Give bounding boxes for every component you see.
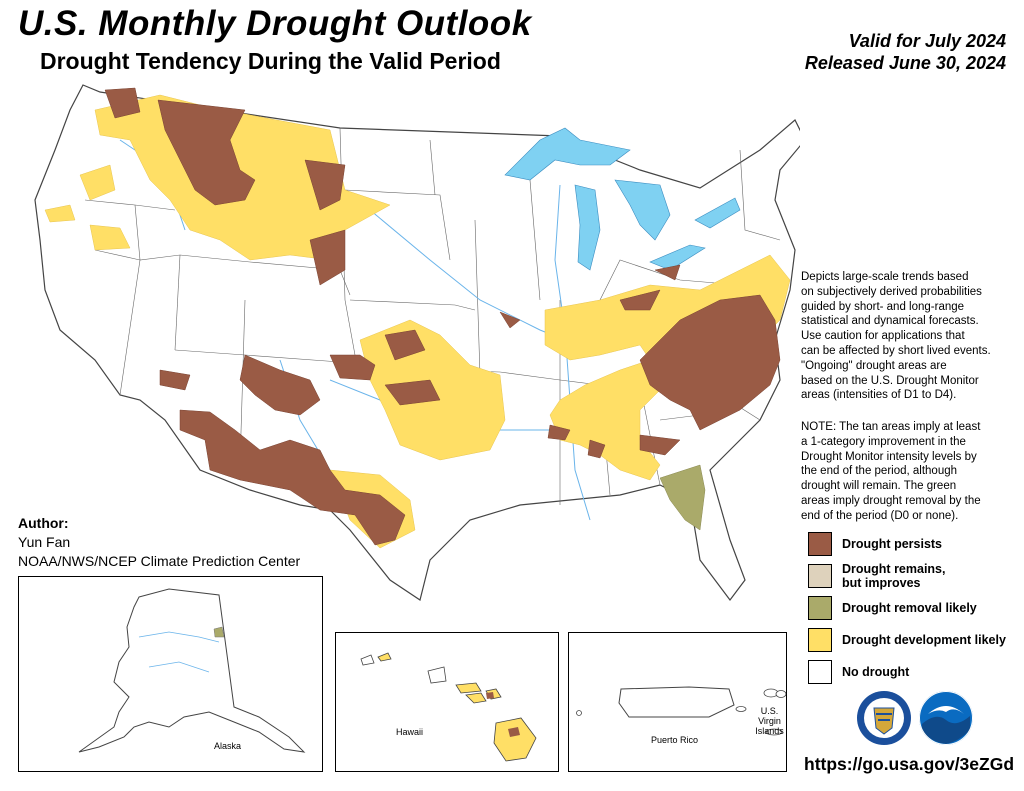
lake-erie [649,244,706,271]
valid-month: Valid for July 2024 [848,31,1006,51]
puerto-rico-map [576,686,786,736]
legend-swatch-none [808,660,832,684]
lake-ontario [694,197,741,229]
virgin-islands-label: U.S. Virgin Islands [755,706,784,736]
legend-swatch-improves [808,564,832,588]
author-block: Author: Yun Fan NOAA/NWS/NCEP Climate Pr… [18,515,301,569]
legend-persists: Drought persists [808,528,1024,560]
lake-superior [504,127,631,181]
lake-michigan [574,184,601,271]
legend-swatch-development [808,628,832,652]
map-legend: Drought persists Drought remains, but im… [808,528,1024,688]
legend-swatch-removal [808,596,832,620]
drought-persists-areas [104,87,781,546]
hawaii-label: Hawaii [396,727,424,737]
hawaii-map [360,652,537,762]
drought-removal-area [659,464,706,531]
outlook-note: NOTE: The tan areas imply at least a 1-c… [801,421,981,522]
legend-swatch-persists [808,532,832,556]
great-lakes [504,127,741,271]
alaska-map [78,588,306,753]
legend-none: No drought [808,656,1024,688]
doc-seal-logo [857,691,911,745]
puerto-rico-label: Puerto Rico [651,735,699,745]
alaska-label: Alaska [214,741,242,751]
noaa-logo [919,691,973,745]
conus-map [34,84,800,601]
hawaii-inset: Hawaii [335,632,559,772]
alaska-inset: Alaska [18,576,323,772]
map-subtitle: Drought Tendency During the Valid Period [40,48,501,74]
map-title: U.S. Monthly Drought Outlook [18,4,532,43]
legend-removal: Drought removal likely [808,592,1024,624]
legend-development: Drought development likely [808,624,1024,656]
lake-huron [614,179,671,241]
release-date: Released June 30, 2024 [804,53,1006,73]
outlook-description: Depicts large-scale trends based on subj… [801,271,991,402]
outlook-url[interactable]: https://go.usa.gov/3eZGd [804,754,1015,774]
puerto-rico-inset: Puerto Rico U.S. Virgin Islands [568,632,787,772]
valid-period: Valid for July 2024 Released June 30, 20… [805,30,1006,74]
legend-improves: Drought remains, but improves [808,560,1024,592]
